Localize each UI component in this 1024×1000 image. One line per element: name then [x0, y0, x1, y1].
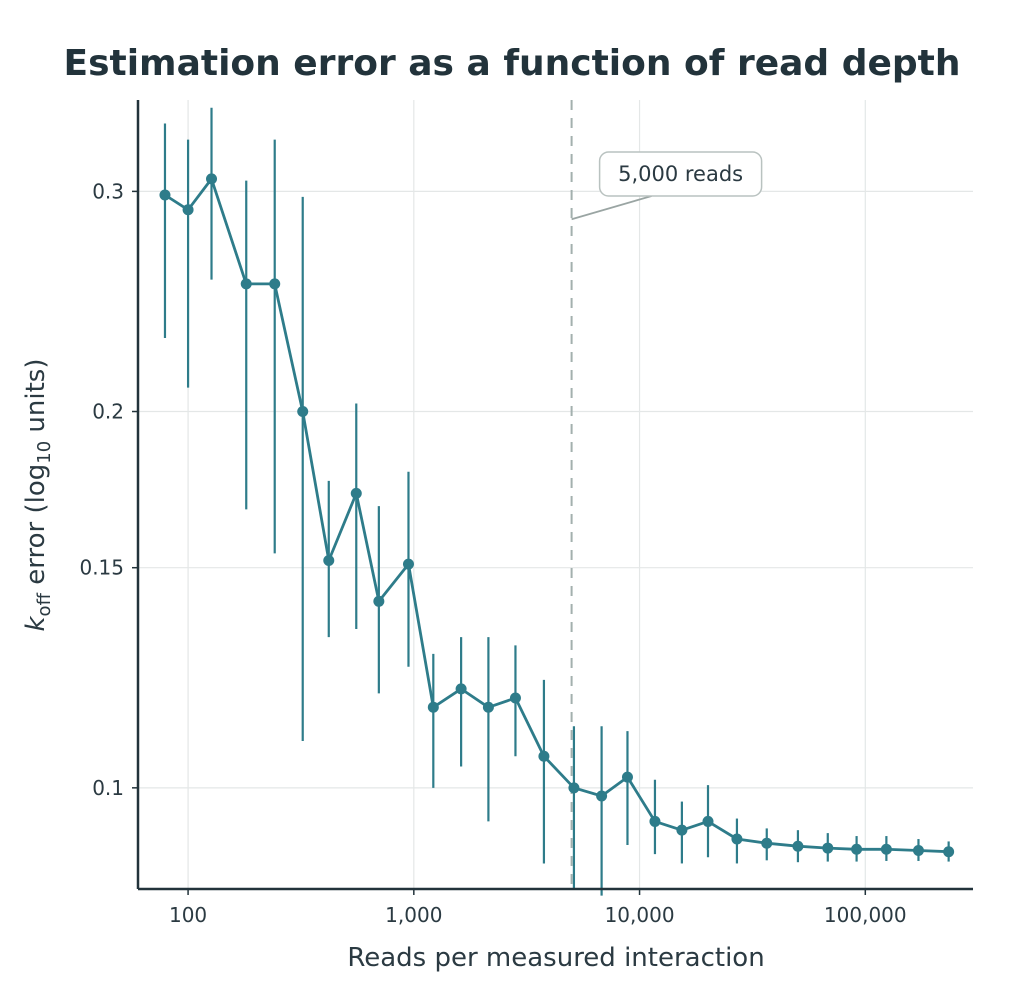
data-point — [596, 790, 608, 802]
data-point — [851, 843, 863, 855]
y-tick-label: 0.1 — [92, 776, 124, 800]
data-point — [509, 692, 521, 704]
data-point — [427, 701, 439, 713]
data-point — [731, 833, 743, 845]
data-point — [182, 204, 194, 216]
data-point — [912, 844, 924, 856]
data-point — [455, 683, 467, 695]
data-point — [943, 846, 955, 858]
data-point — [297, 406, 309, 418]
data-point — [373, 595, 385, 607]
y-tick-label: 0.2 — [92, 400, 124, 424]
data-point — [676, 824, 688, 836]
data-point — [402, 558, 414, 570]
y-axis-label-log-subscript: 10 — [34, 441, 55, 464]
data-points — [159, 173, 955, 858]
y-axis-label-text: error (log — [21, 464, 51, 593]
annotation-box — [598, 151, 763, 197]
y-tick-label: 0.15 — [79, 556, 124, 580]
data-point — [649, 815, 661, 827]
annotation-label: 5,000 reads — [618, 162, 743, 186]
y-axis-label-units: units) — [21, 359, 51, 441]
data-point — [269, 278, 281, 290]
y-axis-label: koff error (log10 units) — [21, 359, 55, 632]
data-point — [568, 782, 580, 794]
x-tick-label: 100,000 — [824, 903, 907, 927]
x-tick-label: 1,000 — [385, 903, 442, 927]
chart-title: Estimation error as a function of read d… — [63, 43, 960, 84]
data-point — [880, 843, 892, 855]
annotation-group: 5,000 reads — [571, 151, 763, 221]
series-line — [164, 177, 949, 854]
data-point — [538, 750, 550, 762]
data-point — [702, 815, 714, 827]
data-point — [159, 189, 171, 201]
x-axis-label: Reads per measured interaction — [347, 943, 764, 973]
annotation-leader-line — [571, 195, 652, 221]
data-point — [350, 487, 362, 499]
x-tick-label: 10,000 — [605, 903, 675, 927]
tick-labels: 100 1,000 10,000 100,000 0.1 0.15 0.2 0.3 — [79, 179, 906, 927]
data-point — [761, 837, 773, 849]
error-bars — [163, 107, 950, 896]
y-tick-label: 0.3 — [92, 179, 124, 203]
grid — [138, 100, 973, 889]
series-line-group — [164, 177, 949, 854]
data-point — [621, 771, 633, 783]
data-point — [240, 278, 252, 290]
x-tick-label: 100 — [169, 903, 207, 927]
axes — [132, 100, 973, 895]
data-point — [206, 173, 218, 185]
data-point — [822, 842, 834, 854]
data-point — [792, 840, 804, 852]
y-axis-label-symbol-subscript: off — [34, 592, 55, 616]
data-point — [482, 701, 494, 713]
y-axis-label-symbol: k — [21, 616, 51, 632]
data-point — [323, 555, 335, 567]
